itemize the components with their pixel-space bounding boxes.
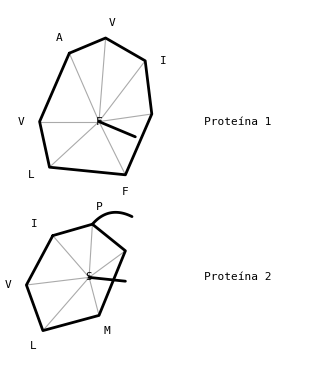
Text: I: I	[31, 219, 38, 229]
Text: A: A	[56, 33, 63, 43]
Text: P: P	[96, 202, 102, 212]
Text: F: F	[122, 187, 129, 197]
Text: F: F	[96, 117, 102, 127]
Text: M: M	[104, 326, 111, 336]
Text: L: L	[28, 170, 35, 180]
Text: L: L	[30, 341, 36, 351]
Text: Proteína 2: Proteína 2	[204, 272, 271, 282]
Text: Proteína 1: Proteína 1	[204, 117, 271, 127]
Text: V: V	[5, 280, 12, 290]
Text: S: S	[86, 272, 92, 282]
Text: I: I	[160, 56, 167, 66]
Text: V: V	[109, 18, 116, 28]
Text: V: V	[18, 117, 25, 127]
